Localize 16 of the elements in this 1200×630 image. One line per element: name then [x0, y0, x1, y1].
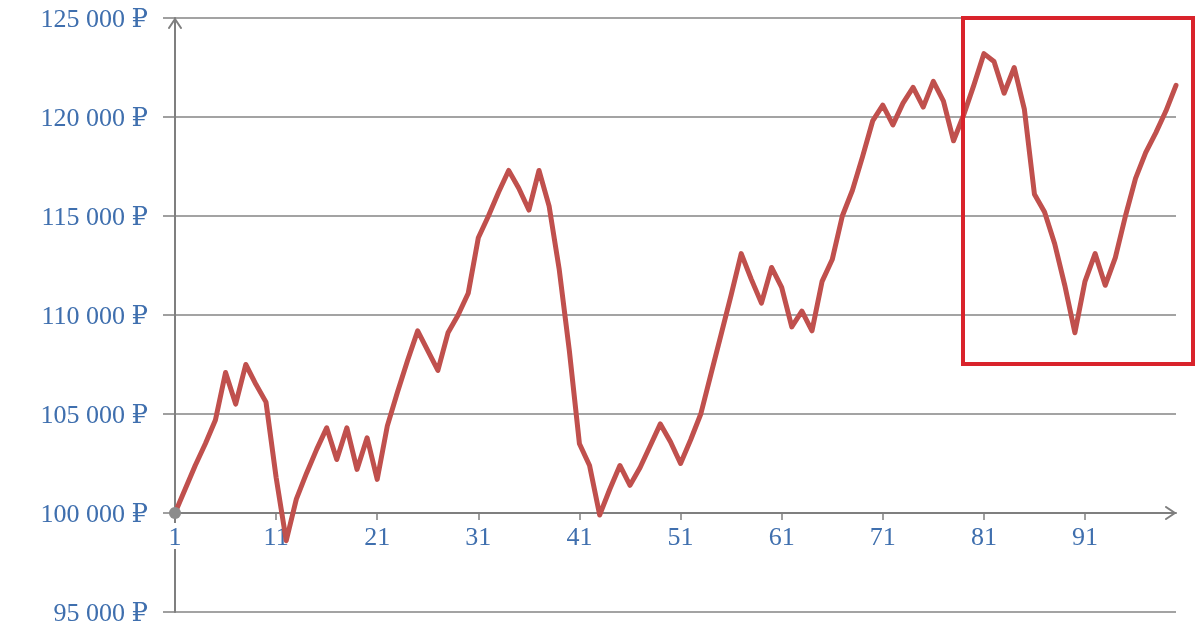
- x-tick-label: 81: [970, 521, 997, 551]
- y-tick-label: 125 000 ₽: [40, 3, 148, 33]
- y-tick-label: 105 000 ₽: [40, 399, 148, 429]
- y-tick-label: 120 000 ₽: [40, 102, 148, 132]
- x-tick-label: 31: [465, 521, 492, 551]
- y-tick-label: 115 000 ₽: [41, 201, 148, 231]
- x-tick-label: 1: [168, 521, 182, 551]
- y-tick-label: 100 000 ₽: [40, 498, 148, 528]
- x-tick-label: 51: [667, 521, 694, 551]
- x-tick-label: 21: [364, 521, 391, 551]
- x-tick-label: 61: [768, 521, 795, 551]
- x-tick-label: 41: [566, 521, 593, 551]
- y-tick-label: 95 000 ₽: [53, 597, 148, 627]
- x-tick-label: 71: [869, 521, 896, 551]
- x-tick-label: 91: [1072, 521, 1098, 551]
- y-tick-label: 110 000 ₽: [41, 300, 148, 330]
